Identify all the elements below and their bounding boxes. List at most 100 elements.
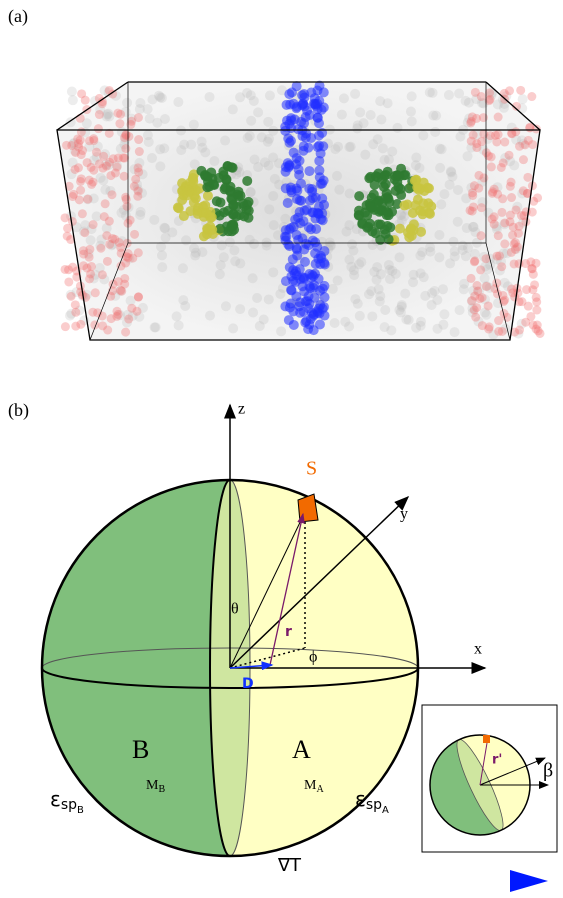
particle — [103, 257, 112, 266]
particle — [436, 199, 446, 209]
particle — [217, 240, 227, 250]
particle — [376, 269, 386, 279]
particle — [354, 191, 364, 201]
particle — [473, 281, 482, 290]
particle — [511, 127, 520, 136]
particle — [205, 92, 215, 102]
particle — [147, 153, 157, 163]
particle — [76, 186, 85, 195]
particle — [235, 304, 245, 314]
particle — [425, 87, 435, 97]
particle — [411, 175, 421, 185]
particle — [468, 222, 478, 232]
particle — [281, 162, 291, 172]
particle — [174, 320, 184, 330]
figure: (a) (b) z y x S θ r ϕ D B A MB MA εspB ε… — [0, 0, 563, 898]
particle — [295, 156, 305, 166]
particle — [83, 158, 92, 167]
particle — [200, 147, 210, 157]
particle — [455, 305, 465, 315]
particle — [345, 188, 355, 198]
particle — [375, 296, 385, 306]
particle — [468, 112, 477, 121]
particle — [487, 152, 496, 161]
particle — [425, 209, 435, 219]
particle — [281, 183, 291, 193]
particle — [79, 250, 88, 259]
particle — [145, 114, 155, 124]
particle — [285, 302, 295, 312]
particle — [470, 181, 479, 190]
particle — [411, 160, 421, 170]
particle — [399, 201, 409, 211]
particle — [124, 315, 133, 324]
particle — [78, 209, 87, 218]
particle — [77, 127, 86, 136]
particle — [196, 166, 206, 176]
theta-label: θ — [231, 601, 239, 618]
particle — [287, 285, 297, 295]
particle — [488, 187, 497, 196]
particle — [252, 293, 262, 303]
particle — [134, 113, 143, 122]
particle — [406, 107, 416, 117]
particle — [417, 247, 427, 257]
particle — [283, 240, 293, 250]
particle — [74, 163, 83, 172]
particle — [181, 235, 191, 245]
particle — [497, 262, 506, 271]
particle — [215, 197, 225, 207]
r-prime-label: r' — [492, 753, 502, 768]
particle — [67, 292, 76, 301]
particle — [113, 163, 122, 172]
particle — [494, 327, 503, 336]
particle — [527, 92, 536, 101]
particle — [411, 323, 421, 333]
particle — [268, 191, 278, 201]
particle — [207, 225, 217, 235]
gradient-arrowhead — [510, 870, 548, 892]
particle — [103, 109, 113, 119]
particle — [477, 203, 486, 212]
particle — [282, 100, 292, 110]
particle — [76, 114, 85, 123]
particle — [378, 143, 388, 153]
particle — [98, 321, 107, 330]
particle — [312, 113, 322, 123]
particle — [366, 110, 376, 120]
particle — [521, 140, 530, 149]
particle — [262, 238, 272, 248]
particle — [113, 109, 122, 118]
particle — [314, 131, 324, 141]
particle — [379, 182, 389, 192]
particle — [472, 139, 481, 148]
particle — [447, 172, 457, 182]
particle — [202, 182, 212, 192]
particle — [235, 92, 245, 102]
particle — [467, 274, 476, 283]
particle — [221, 301, 231, 311]
particle — [182, 190, 192, 200]
particle — [95, 110, 104, 119]
particle — [220, 136, 230, 146]
particle — [430, 127, 440, 137]
particle — [77, 89, 86, 98]
particle — [253, 162, 263, 172]
particle — [216, 260, 226, 270]
particle — [500, 218, 509, 227]
particle — [121, 131, 130, 140]
particle — [281, 225, 291, 235]
particle — [292, 244, 302, 254]
particle — [299, 273, 309, 283]
d-label: D — [242, 676, 254, 692]
particle — [478, 321, 487, 330]
particle — [333, 275, 343, 285]
particle — [416, 268, 426, 278]
particle — [178, 263, 188, 273]
particle — [476, 265, 485, 274]
particle — [392, 177, 402, 187]
particle — [414, 185, 424, 195]
particle — [432, 295, 442, 305]
particle — [334, 185, 344, 195]
particle — [444, 90, 454, 100]
